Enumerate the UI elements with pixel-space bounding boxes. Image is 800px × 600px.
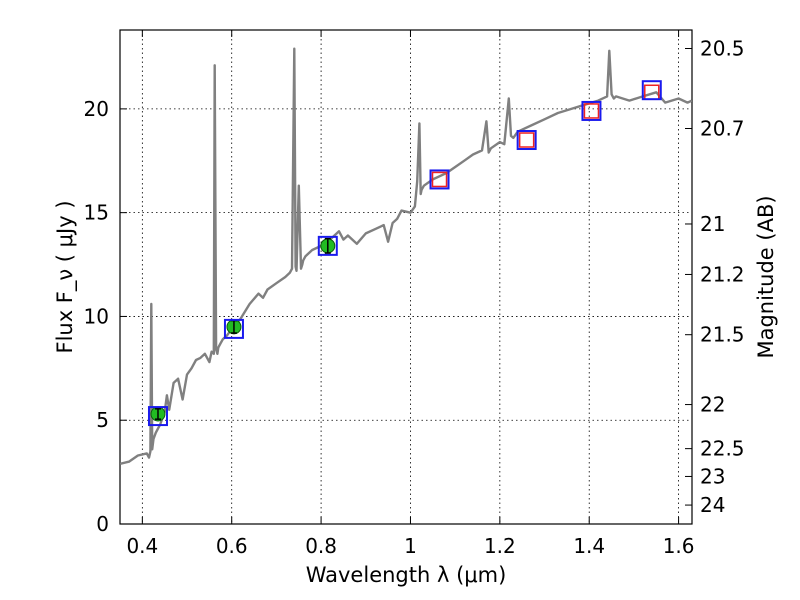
right-tick-label: 21.5 — [700, 323, 745, 347]
nir-photometry-square — [583, 103, 600, 119]
y-tick-label: 15 — [84, 201, 109, 225]
model-square — [147, 406, 168, 427]
x-tick-label: 0.4 — [126, 534, 158, 558]
model-square — [581, 100, 602, 121]
model-square — [317, 235, 338, 256]
y-tick-label: 0 — [96, 512, 109, 536]
x-tick-label: 1.2 — [484, 534, 516, 558]
y-axis-label: Flux F_ν ( μJy ) — [53, 200, 78, 353]
model-square — [641, 80, 662, 101]
model-square — [516, 130, 537, 151]
right-tick-label: 20.5 — [700, 37, 745, 61]
right-tick-label: 22 — [700, 393, 725, 417]
x-tick-label: 1.4 — [573, 534, 605, 558]
model-square — [429, 169, 450, 190]
x-tick-label: 1 — [404, 534, 417, 558]
y-right-axis-label: Magnitude (AB) — [754, 195, 778, 358]
y-tick-label: 5 — [96, 408, 109, 432]
model-square — [223, 318, 244, 339]
x-tick-label: 0.8 — [305, 534, 337, 558]
right-tick-label: 23 — [700, 464, 725, 488]
right-tick-label: 21.2 — [700, 262, 745, 286]
x-axis-label: Wavelength λ (μm) — [306, 563, 507, 587]
nir-photometry-square — [431, 171, 448, 188]
right-tick-label: 22.5 — [700, 437, 745, 461]
y-tick-label: 10 — [84, 304, 109, 328]
nir-photometry-square — [518, 132, 535, 148]
right-tick-label: 24 — [700, 493, 725, 517]
x-tick-label: 0.6 — [216, 534, 248, 558]
plot-frame — [119, 29, 693, 525]
x-tick-label: 1.6 — [663, 534, 695, 558]
right-tick-label: 21 — [700, 212, 725, 236]
right-tick-label: 20.7 — [700, 116, 745, 140]
y-tick-label: 20 — [84, 97, 109, 121]
